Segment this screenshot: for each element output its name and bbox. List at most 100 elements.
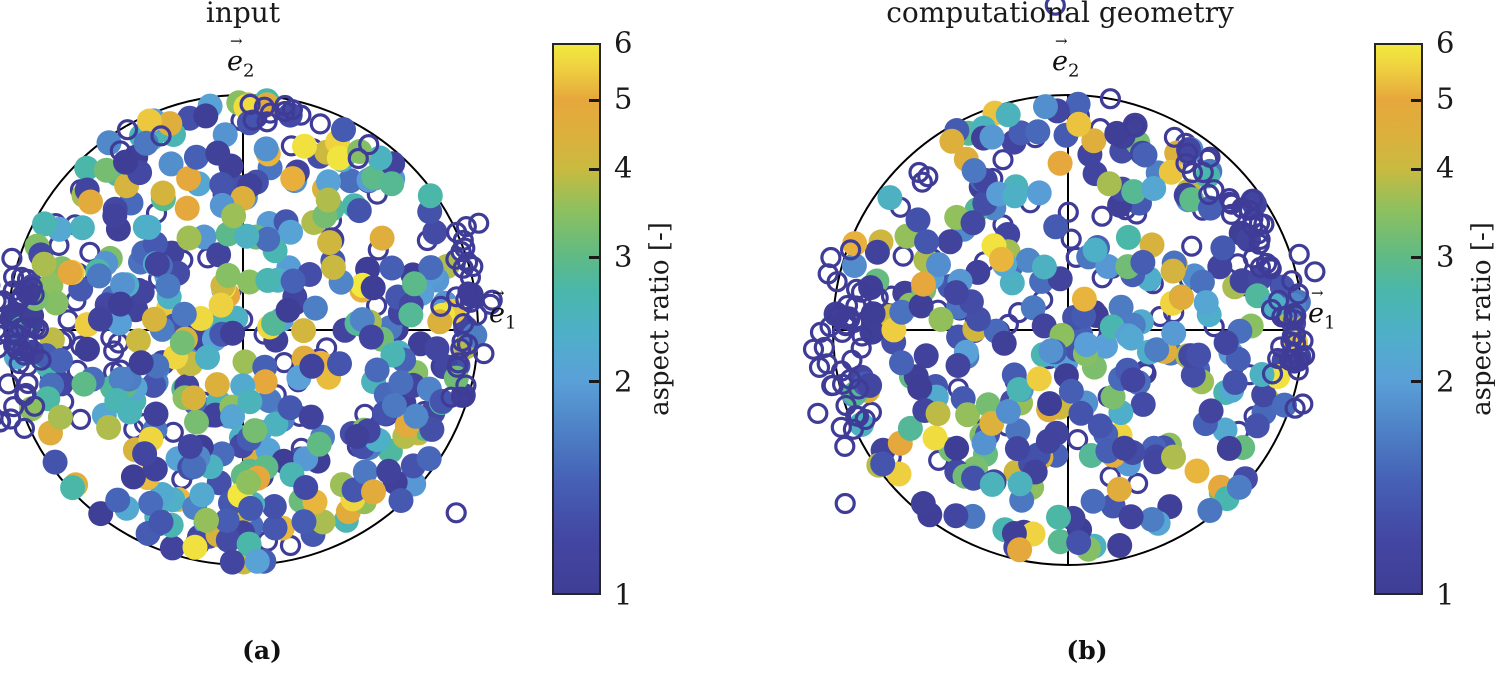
open-ring-marker [150, 125, 172, 147]
scatter-dot [910, 271, 936, 297]
scatter-dot [292, 133, 317, 159]
colorbar-b: 1 2 3 4 5 6 aspect ratio [-] [1374, 0, 1495, 677]
open-ring-marker [1181, 162, 1204, 184]
scatter-dot [346, 198, 372, 224]
colorbar-tick-label: 6 [614, 25, 633, 60]
scatter-dot [78, 189, 103, 215]
scatter-dot [204, 372, 230, 398]
scatter-dot [995, 399, 1021, 424]
open-ring-marker [479, 293, 501, 315]
scatter-dot [1005, 418, 1031, 444]
scatter-dot [174, 195, 200, 221]
scatter-dot [379, 171, 405, 197]
colorbar-axis-label: aspect ratio [-] [1467, 222, 1495, 416]
scatter-dot [1222, 369, 1248, 395]
axis-label-base: e [489, 298, 505, 329]
open-ring-marker [452, 257, 474, 279]
open-ring-marker [451, 386, 473, 408]
scatter-dot [181, 385, 207, 411]
scatter-dot [1031, 254, 1057, 280]
scatter-dot [914, 229, 940, 255]
open-ring-marker [1066, 429, 1089, 451]
scatter-dot [1120, 367, 1146, 393]
open-ring-marker [826, 271, 848, 293]
scatter-dot [277, 395, 303, 421]
scatter-dot [291, 509, 317, 535]
open-ring-marker [1163, 126, 1186, 148]
scatter-dot [1189, 269, 1215, 295]
scatter-dot [1207, 254, 1233, 280]
open-ring-marker [839, 239, 862, 261]
scatter-dot [1130, 249, 1156, 275]
scatter-dot [113, 149, 138, 175]
open-ring-marker [1249, 228, 1271, 250]
scatter-dot [361, 479, 386, 505]
open-ring-marker [253, 96, 275, 118]
scatter-dot [379, 255, 405, 281]
scatter-dot [132, 441, 158, 467]
scatter-dot [961, 465, 986, 491]
scatter-dot [1007, 537, 1033, 563]
colorbar-tick-label: 1 [614, 577, 633, 612]
open-ring-marker [992, 149, 1014, 171]
colorbar-tick [1411, 167, 1421, 171]
panel-a-disk [0, 88, 503, 575]
axis-label-e2-a: → e2 [227, 34, 254, 80]
scatter-dot [1118, 504, 1144, 530]
open-ring-marker [3, 396, 25, 418]
open-ring-marker [0, 324, 9, 346]
scatter-dot [75, 336, 100, 362]
scatter-dot [105, 487, 131, 513]
open-ring-marker [851, 325, 873, 347]
open-ring-marker [1218, 188, 1240, 210]
scatter-dot [1082, 237, 1108, 263]
open-ring-marker [807, 402, 829, 424]
scatter-dot [960, 210, 986, 236]
scatter-dot [252, 369, 278, 395]
scatter-dot [255, 226, 281, 252]
scatter-dot [1216, 435, 1242, 461]
scatter-dot [877, 185, 903, 211]
open-ring-marker [834, 492, 856, 515]
open-ring-marker [802, 338, 825, 360]
open-ring-marker [239, 93, 261, 116]
colorbar-tick [589, 167, 599, 171]
scatter-dot [87, 306, 113, 332]
open-ring-marker [1292, 393, 1314, 415]
scatter-dot [905, 207, 931, 233]
scatter-dot [110, 272, 136, 298]
open-ring-marker [109, 140, 131, 162]
scatter-dot [278, 219, 304, 245]
scatter-dot [1026, 180, 1052, 206]
scatter-dot [43, 290, 69, 316]
scatter-dot [908, 293, 934, 319]
scatter-dot [155, 273, 181, 299]
scatter-dot [159, 535, 185, 561]
open-ring-marker [27, 318, 50, 340]
scatter-dot [1130, 391, 1156, 417]
colorbar-a: 1 2 3 4 5 6 aspect ratio [-] [552, 0, 692, 677]
scatter-dot [1180, 362, 1206, 388]
scatter-dot [141, 372, 167, 398]
scatter-dot [1226, 474, 1252, 500]
open-ring-marker [309, 113, 331, 135]
scatter-dot [1213, 330, 1239, 356]
scatter-dot [944, 435, 970, 461]
open-ring-marker [69, 408, 92, 430]
vector-arrow-icon: → [1055, 32, 1068, 50]
colorbar-axis-label: aspect ratio [-] [645, 222, 675, 416]
scatter-dot [220, 320, 246, 346]
open-ring-marker [17, 372, 39, 395]
scatter-dot [120, 464, 146, 490]
colorbar-tick-label: 3 [614, 239, 633, 273]
scatter-dot [215, 262, 241, 288]
scatter-dot [857, 372, 883, 398]
scatter-dot [971, 430, 997, 456]
scatter-dot [381, 392, 407, 418]
scatter-dot [1026, 366, 1052, 392]
scatter-dot [242, 418, 268, 444]
open-ring-marker [13, 344, 35, 366]
scatter-dot [388, 488, 414, 513]
scatter-dot [143, 401, 169, 427]
